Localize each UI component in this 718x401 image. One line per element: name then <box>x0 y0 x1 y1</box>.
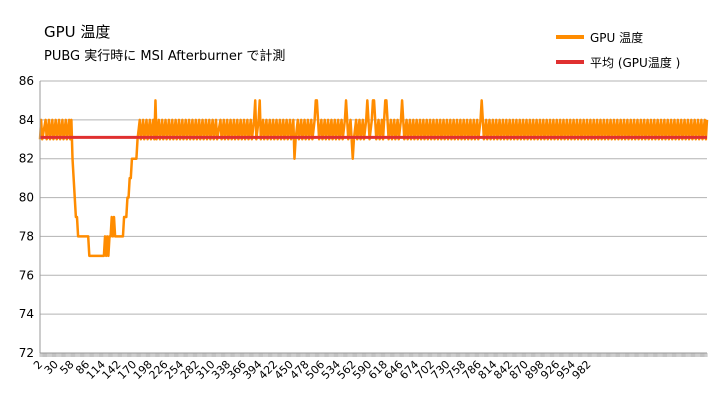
legend-item-gpu-temp: GPU 温度 <box>556 27 680 47</box>
chart-subtitle: PUBG 実行時に MSI Afterburner で計測 <box>44 49 286 64</box>
y-tick-label: 82 <box>19 152 34 166</box>
y-tick-label: 86 <box>19 74 34 88</box>
legend-swatch-gpu-temp <box>556 35 584 39</box>
y-tick-label: 84 <box>19 113 34 127</box>
x-tick-labels: 2305886114142170198226254282310338366394… <box>31 358 594 382</box>
gridlines <box>40 80 707 354</box>
y-tick-label: 72 <box>19 346 34 360</box>
legend-item-average: 平均 (GPU温度 ) <box>556 52 680 72</box>
legend-label-average: 平均 (GPU温度 ) <box>590 55 681 70</box>
chart-title: GPU 温度 <box>44 23 111 41</box>
y-tick-label: 76 <box>19 268 34 282</box>
y-tick-label: 78 <box>19 229 34 243</box>
x-tick-label: 982 <box>570 358 594 382</box>
series-line-gpu-temp <box>38 99 709 258</box>
legend: GPU 温度 平均 (GPU温度 ) <box>556 27 680 77</box>
x-tick-marks-path <box>39 353 708 357</box>
axes <box>39 81 707 354</box>
series-layer <box>38 99 709 258</box>
y-tick-label: 74 <box>19 307 34 321</box>
y-tick-labels: 72 74 76 78 80 82 84 86 <box>19 74 34 360</box>
legend-label-gpu-temp: GPU 温度 <box>590 30 644 45</box>
y-tick-label: 80 <box>19 191 34 205</box>
x-tick-marks <box>39 353 708 357</box>
legend-swatch-average <box>556 60 584 64</box>
